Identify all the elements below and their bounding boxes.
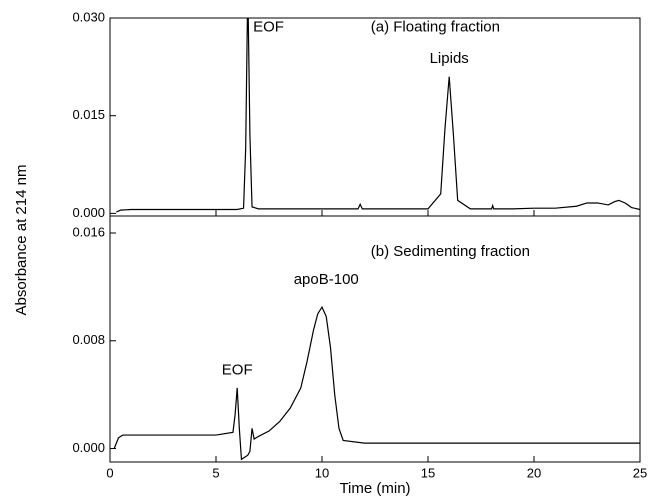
plot-frame: [109, 215, 641, 463]
y-axis-label: Absorbance at 214 nm: [13, 165, 30, 316]
y-tick-label: 0.000: [72, 205, 105, 220]
x-tick-label: 15: [421, 465, 435, 480]
x-tick-label: 5: [212, 465, 219, 480]
trace: [113, 305, 640, 461]
y-tick-label: 0.030: [72, 9, 105, 24]
annotation: EOF: [253, 19, 284, 36]
y-tick-label: 0.008: [72, 332, 105, 347]
x-tick-label: 0: [106, 465, 113, 480]
annotation: apoB-100: [294, 271, 359, 288]
x-tick-label: 25: [633, 465, 647, 480]
y-tick-label: 0.015: [72, 107, 105, 122]
trace: [116, 18, 640, 213]
annotation: (b) Sedimenting fraction: [371, 243, 530, 260]
x-tick-label: 20: [527, 465, 541, 480]
annotation: (a) Floating fraction: [371, 19, 500, 36]
x-axis-label: Time (min): [339, 480, 410, 497]
y-tick-label: 0.000: [72, 440, 105, 455]
annotation: EOF: [222, 361, 253, 378]
y-tick-label: 0.016: [72, 224, 105, 239]
annotation: Lipids: [430, 50, 469, 67]
plot-frame: [109, 17, 641, 217]
x-tick-label: 10: [315, 465, 329, 480]
